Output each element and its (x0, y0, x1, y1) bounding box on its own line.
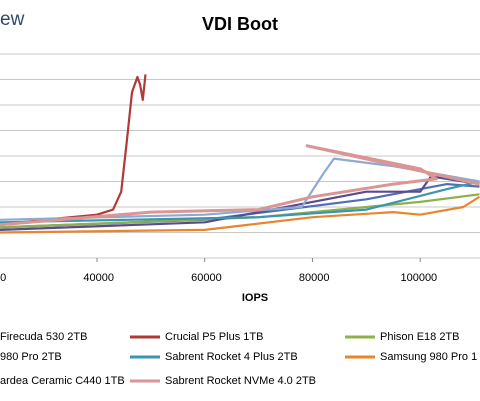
legend-label: ardea Ceramic C440 1TB (0, 375, 125, 387)
series-line (0, 193, 480, 229)
legend-label: Firecuda 530 2TB (0, 331, 87, 343)
brand-logo: ew (0, 9, 25, 30)
x-axis-label: IOPS (242, 292, 268, 304)
x-tick-label: 100000 (400, 272, 437, 284)
x-tick-label: 00 (0, 272, 6, 284)
legend-label: Samsung 980 Pro 1 (380, 351, 477, 363)
legend-label: Sabrent Rocket 4 Plus 2TB (165, 351, 298, 363)
x-tick-label: 80000 (299, 272, 330, 284)
legend-label: Sabrent Rocket NVMe 4.0 2TB (165, 375, 316, 387)
series-line (0, 74, 147, 226)
legend-label: Phison E18 2TB (380, 331, 460, 343)
legend-label: Crucial P5 Plus 1TB (165, 331, 263, 343)
series-line (0, 195, 480, 234)
x-tick-label: 60000 (191, 272, 222, 284)
series-line (0, 180, 480, 224)
series-line (0, 144, 480, 227)
x-tick-label: 40000 (83, 272, 114, 284)
legend-label: 980 Pro 2TB (0, 351, 62, 363)
chart-title: VDI Boot (202, 14, 278, 34)
